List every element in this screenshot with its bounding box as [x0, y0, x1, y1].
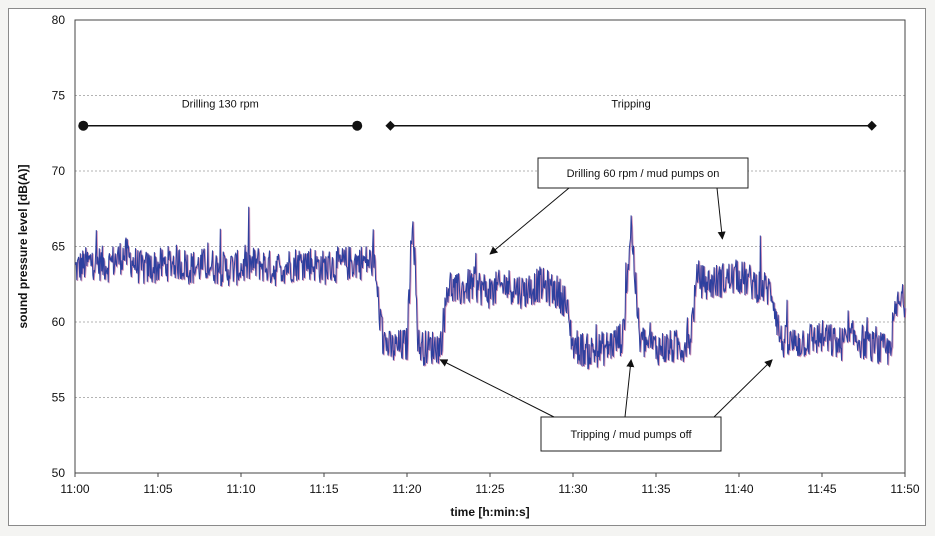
callout-pumps-off-arrow-2: [624, 358, 635, 418]
x-tick-11-50: 11:50: [890, 482, 919, 496]
grid-lines: [75, 95, 905, 398]
callout-pumps-on-arrow-1: [489, 187, 570, 255]
series-layer: [74, 206, 907, 371]
x-axis-label: time [h:min:s]: [450, 505, 529, 519]
callout-pumps-off-arrow-3: [713, 359, 773, 418]
callout-pumps-on-label: Drilling 60 rpm / mud pumps on: [567, 168, 720, 180]
y-tick-75: 75: [52, 89, 66, 103]
x-tick-11-25: 11:25: [475, 482, 504, 496]
y-tick-55: 55: [52, 391, 66, 405]
y-tick-60: 60: [52, 315, 66, 329]
phase-drilling-end-marker: [352, 120, 363, 131]
x-tick-11-05: 11:05: [143, 482, 172, 496]
callout-pumps-off-arrow-1: [439, 359, 555, 418]
callout-pumps-on-box: [537, 157, 749, 189]
y-tick-labels: 50 55 60 65 70 75 80: [52, 13, 66, 480]
y-axis-label: sound pressure level [dB(A)]: [16, 164, 30, 328]
x-tick-11-45: 11:45: [807, 482, 836, 496]
phase-tripping-label: Tripping: [611, 99, 650, 111]
y-tick-65: 65: [52, 240, 66, 254]
callout-pumps-off-label: Tripping / mud pumps off: [570, 429, 692, 441]
series-trace: [74, 206, 906, 370]
y-tick-70: 70: [52, 164, 66, 178]
x-tick-11-20: 11:20: [392, 482, 421, 496]
x-tick-labels: 11:00 11:05 11:10 11:15 11:20 11:25 11:30 11:35…: [60, 473, 920, 496]
phase-tripping-start-marker: [385, 120, 396, 131]
callouts: Drilling 60 rpm / mud pumps on Tripping /…: [439, 157, 773, 452]
x-tick-11-40: 11:40: [724, 482, 753, 496]
callout-pumps-off-box: [540, 416, 722, 452]
phase-drilling-label: Drilling 130 rpm: [182, 99, 259, 111]
phase-tripping-end-marker: [866, 120, 877, 131]
x-tick-11-00: 11:00: [60, 482, 89, 496]
callout-pumps-on-arrow-2: [716, 187, 726, 240]
x-tick-11-10: 11:10: [226, 482, 255, 496]
phase-drilling-start-marker: [78, 120, 89, 131]
phase-markers: Drilling 130 rpm Tripping: [78, 99, 877, 131]
chart-frame: 50 55 60 65 70 75 80 11:00 11:05 11:10 11:15 11:20…: [8, 8, 926, 526]
x-tick-11-30: 11:30: [558, 482, 587, 496]
chart-svg: 50 55 60 65 70 75 80 11:00 11:05 11:10 11:15 11:20…: [16, 13, 920, 519]
x-tick-11-15: 11:15: [309, 482, 338, 496]
y-tick-80: 80: [52, 13, 66, 27]
y-tick-50: 50: [52, 466, 66, 480]
x-tick-11-35: 11:35: [641, 482, 670, 496]
